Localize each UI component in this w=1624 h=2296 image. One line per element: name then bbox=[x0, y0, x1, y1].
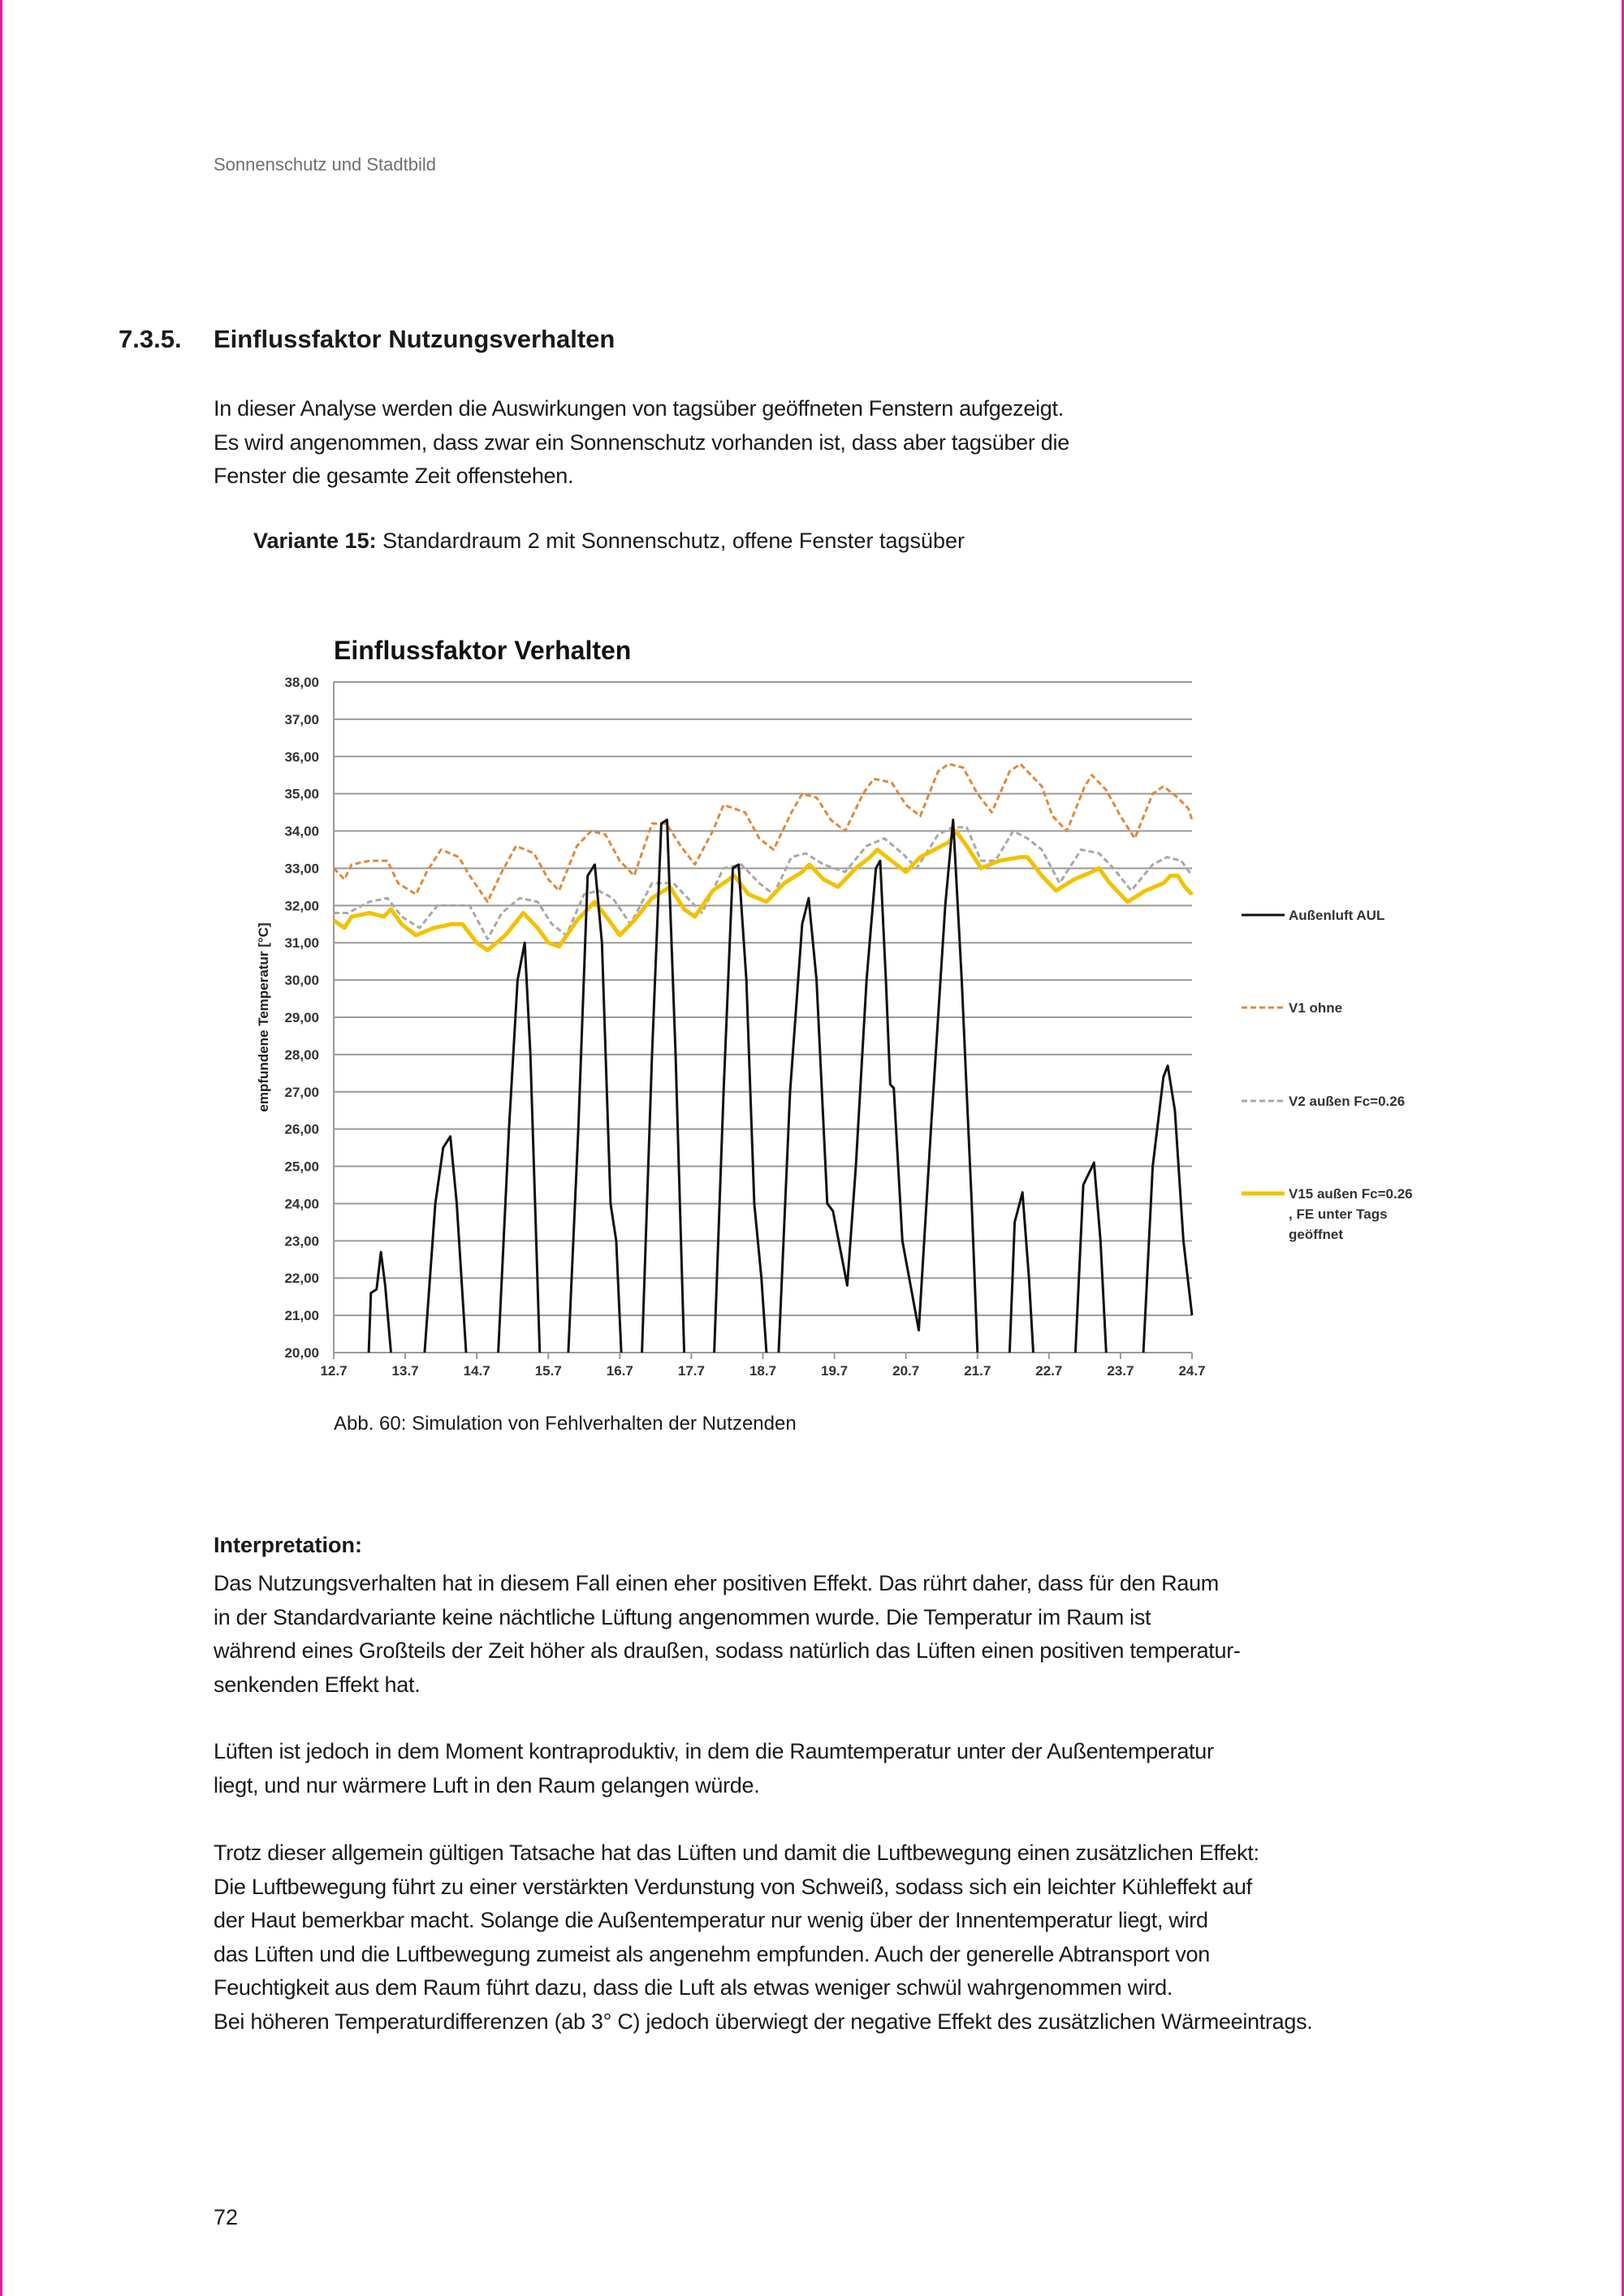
text-line: Bei höheren Temperaturdifferenzen (ab 3°… bbox=[214, 2009, 1313, 2034]
x-tick-label: 20.7 bbox=[892, 1363, 919, 1379]
y-tick-label: 33,00 bbox=[284, 861, 319, 876]
x-tick-label: 12.7 bbox=[320, 1363, 347, 1379]
x-tick-label: 21.7 bbox=[964, 1363, 991, 1379]
legend-label: V15 außen Fc=0.26 bbox=[1289, 1186, 1413, 1202]
y-tick-label: 23,00 bbox=[284, 1233, 319, 1249]
text-line: senkenden Effekt hat. bbox=[214, 1672, 421, 1697]
text-line: In dieser Analyse werden die Auswirkunge… bbox=[214, 396, 1064, 421]
y-tick-label: 27,00 bbox=[284, 1085, 319, 1100]
text-line: Trotz dieser allgemein gültigen Tatsache… bbox=[214, 1841, 1259, 1865]
y-tick-label: 34,00 bbox=[284, 824, 319, 839]
legend-label: geöffnet bbox=[1289, 1227, 1343, 1242]
page-edge-left bbox=[0, 0, 2, 2296]
y-tick-label: 29,00 bbox=[284, 1010, 319, 1025]
x-tick-label: 23.7 bbox=[1107, 1363, 1134, 1379]
intro-paragraph: In dieser Analyse werden die Auswirkunge… bbox=[214, 392, 1069, 494]
text-line: während eines Großteils der Zeit höher a… bbox=[214, 1638, 1241, 1663]
x-tick-label: 17.7 bbox=[678, 1363, 705, 1379]
y-tick-label: 32,00 bbox=[284, 898, 319, 913]
series-line-3 bbox=[334, 829, 1194, 952]
series-line-0 bbox=[367, 818, 1194, 1353]
text-line: Lüften ist jedoch in dem Moment kontrapr… bbox=[214, 1739, 1214, 1763]
y-tick-label: 38,00 bbox=[284, 675, 319, 690]
page-number: 72 bbox=[214, 2205, 239, 2229]
y-tick-label: 22,00 bbox=[284, 1271, 319, 1286]
series-line-2 bbox=[334, 826, 1194, 941]
text-line: Fenster die gesamte Zeit offenstehen. bbox=[214, 464, 574, 488]
text-line: liegt, und nur wärmere Luft in den Raum … bbox=[214, 1772, 760, 1798]
section-number: 7.3.5. bbox=[119, 325, 182, 353]
text-line: Feuchtigkeit aus dem Raum führt dazu, da… bbox=[214, 1975, 1173, 2000]
y-tick-label: 24,00 bbox=[284, 1196, 319, 1211]
text-line: der Haut bemerkbar macht. Solange die Au… bbox=[214, 1908, 1208, 1932]
y-axis-label: empfundene Temperatur [°C] bbox=[256, 922, 271, 1111]
y-tick-label: 36,00 bbox=[284, 749, 319, 765]
y-tick-label: 35,00 bbox=[284, 787, 319, 802]
interpretation-paragraph-3: Trotz dieser allgemein gültigen Tatsache… bbox=[214, 1836, 1313, 2039]
interpretation-heading: Interpretation: bbox=[214, 1533, 363, 1557]
y-tick-label: 37,00 bbox=[284, 712, 319, 727]
variant-description: Variante 15: Standardraum 2 mit Sonnensc… bbox=[253, 529, 965, 554]
legend-label: V1 ohne bbox=[1289, 1000, 1342, 1016]
interpretation-paragraph-1: Das Nutzungsverhalten hat in diesem Fall… bbox=[214, 1567, 1241, 1702]
y-tick-label: 21,00 bbox=[284, 1308, 319, 1323]
y-tick-label: 25,00 bbox=[284, 1159, 319, 1175]
text-line: Die Luftbewegung führt zu einer verstärk… bbox=[214, 1874, 1252, 1899]
x-tick-label: 15.7 bbox=[535, 1363, 562, 1379]
x-tick-label: 19.7 bbox=[821, 1363, 848, 1379]
y-tick-label: 31,00 bbox=[284, 935, 319, 951]
legend-label: , FE unter Tags bbox=[1289, 1206, 1388, 1222]
variant-label: Variante 15: bbox=[253, 529, 377, 553]
text-line: Das Nutzungsverhalten hat in diesem Fall… bbox=[214, 1571, 1219, 1595]
chart-svg: Einflussfaktor Verhalten empfundene Temp… bbox=[256, 636, 1413, 1379]
text-line: Es wird angenommen, dass zwar ein Sonnen… bbox=[214, 429, 1069, 455]
x-tick-label: 16.7 bbox=[607, 1363, 633, 1379]
y-tick-label: 28,00 bbox=[284, 1047, 319, 1063]
series-line-1 bbox=[334, 762, 1194, 904]
y-tick-label: 26,00 bbox=[284, 1122, 319, 1137]
x-tick-label: 24.7 bbox=[1178, 1363, 1205, 1379]
legend-label: V2 außen Fc=0.26 bbox=[1289, 1094, 1405, 1109]
x-tick-label: 13.7 bbox=[392, 1363, 419, 1379]
text-line: das Lüften und die Luftbewegung zumeist … bbox=[214, 1941, 1210, 1966]
interpretation-paragraph-2: Lüften ist jedoch in dem Moment kontrapr… bbox=[214, 1735, 1214, 1802]
variant-text: Standardraum 2 mit Sonnenschutz, offene … bbox=[376, 529, 965, 553]
x-tick-label: 22.7 bbox=[1035, 1363, 1062, 1379]
y-tick-label: 30,00 bbox=[284, 973, 319, 988]
section-title: Einflussfaktor Nutzungsverhalten bbox=[214, 325, 615, 353]
running-header: Sonnenschutz und Stadtbild bbox=[214, 154, 436, 175]
x-tick-label: 18.7 bbox=[749, 1363, 776, 1379]
chart-title: Einflussfaktor Verhalten bbox=[334, 636, 631, 665]
y-tick-label: 20,00 bbox=[284, 1345, 319, 1361]
figure-caption: Abb. 60: Simulation von Fehlverhalten de… bbox=[334, 1413, 797, 1435]
line-chart: Einflussfaktor Verhalten empfundene Temp… bbox=[244, 625, 1462, 1405]
page-edge-right bbox=[1622, 0, 1624, 2296]
text-line: in der Standardvariante keine nächtliche… bbox=[214, 1604, 1151, 1629]
x-tick-label: 14.7 bbox=[464, 1363, 490, 1379]
legend-label: Außenluft AUL bbox=[1289, 908, 1384, 923]
